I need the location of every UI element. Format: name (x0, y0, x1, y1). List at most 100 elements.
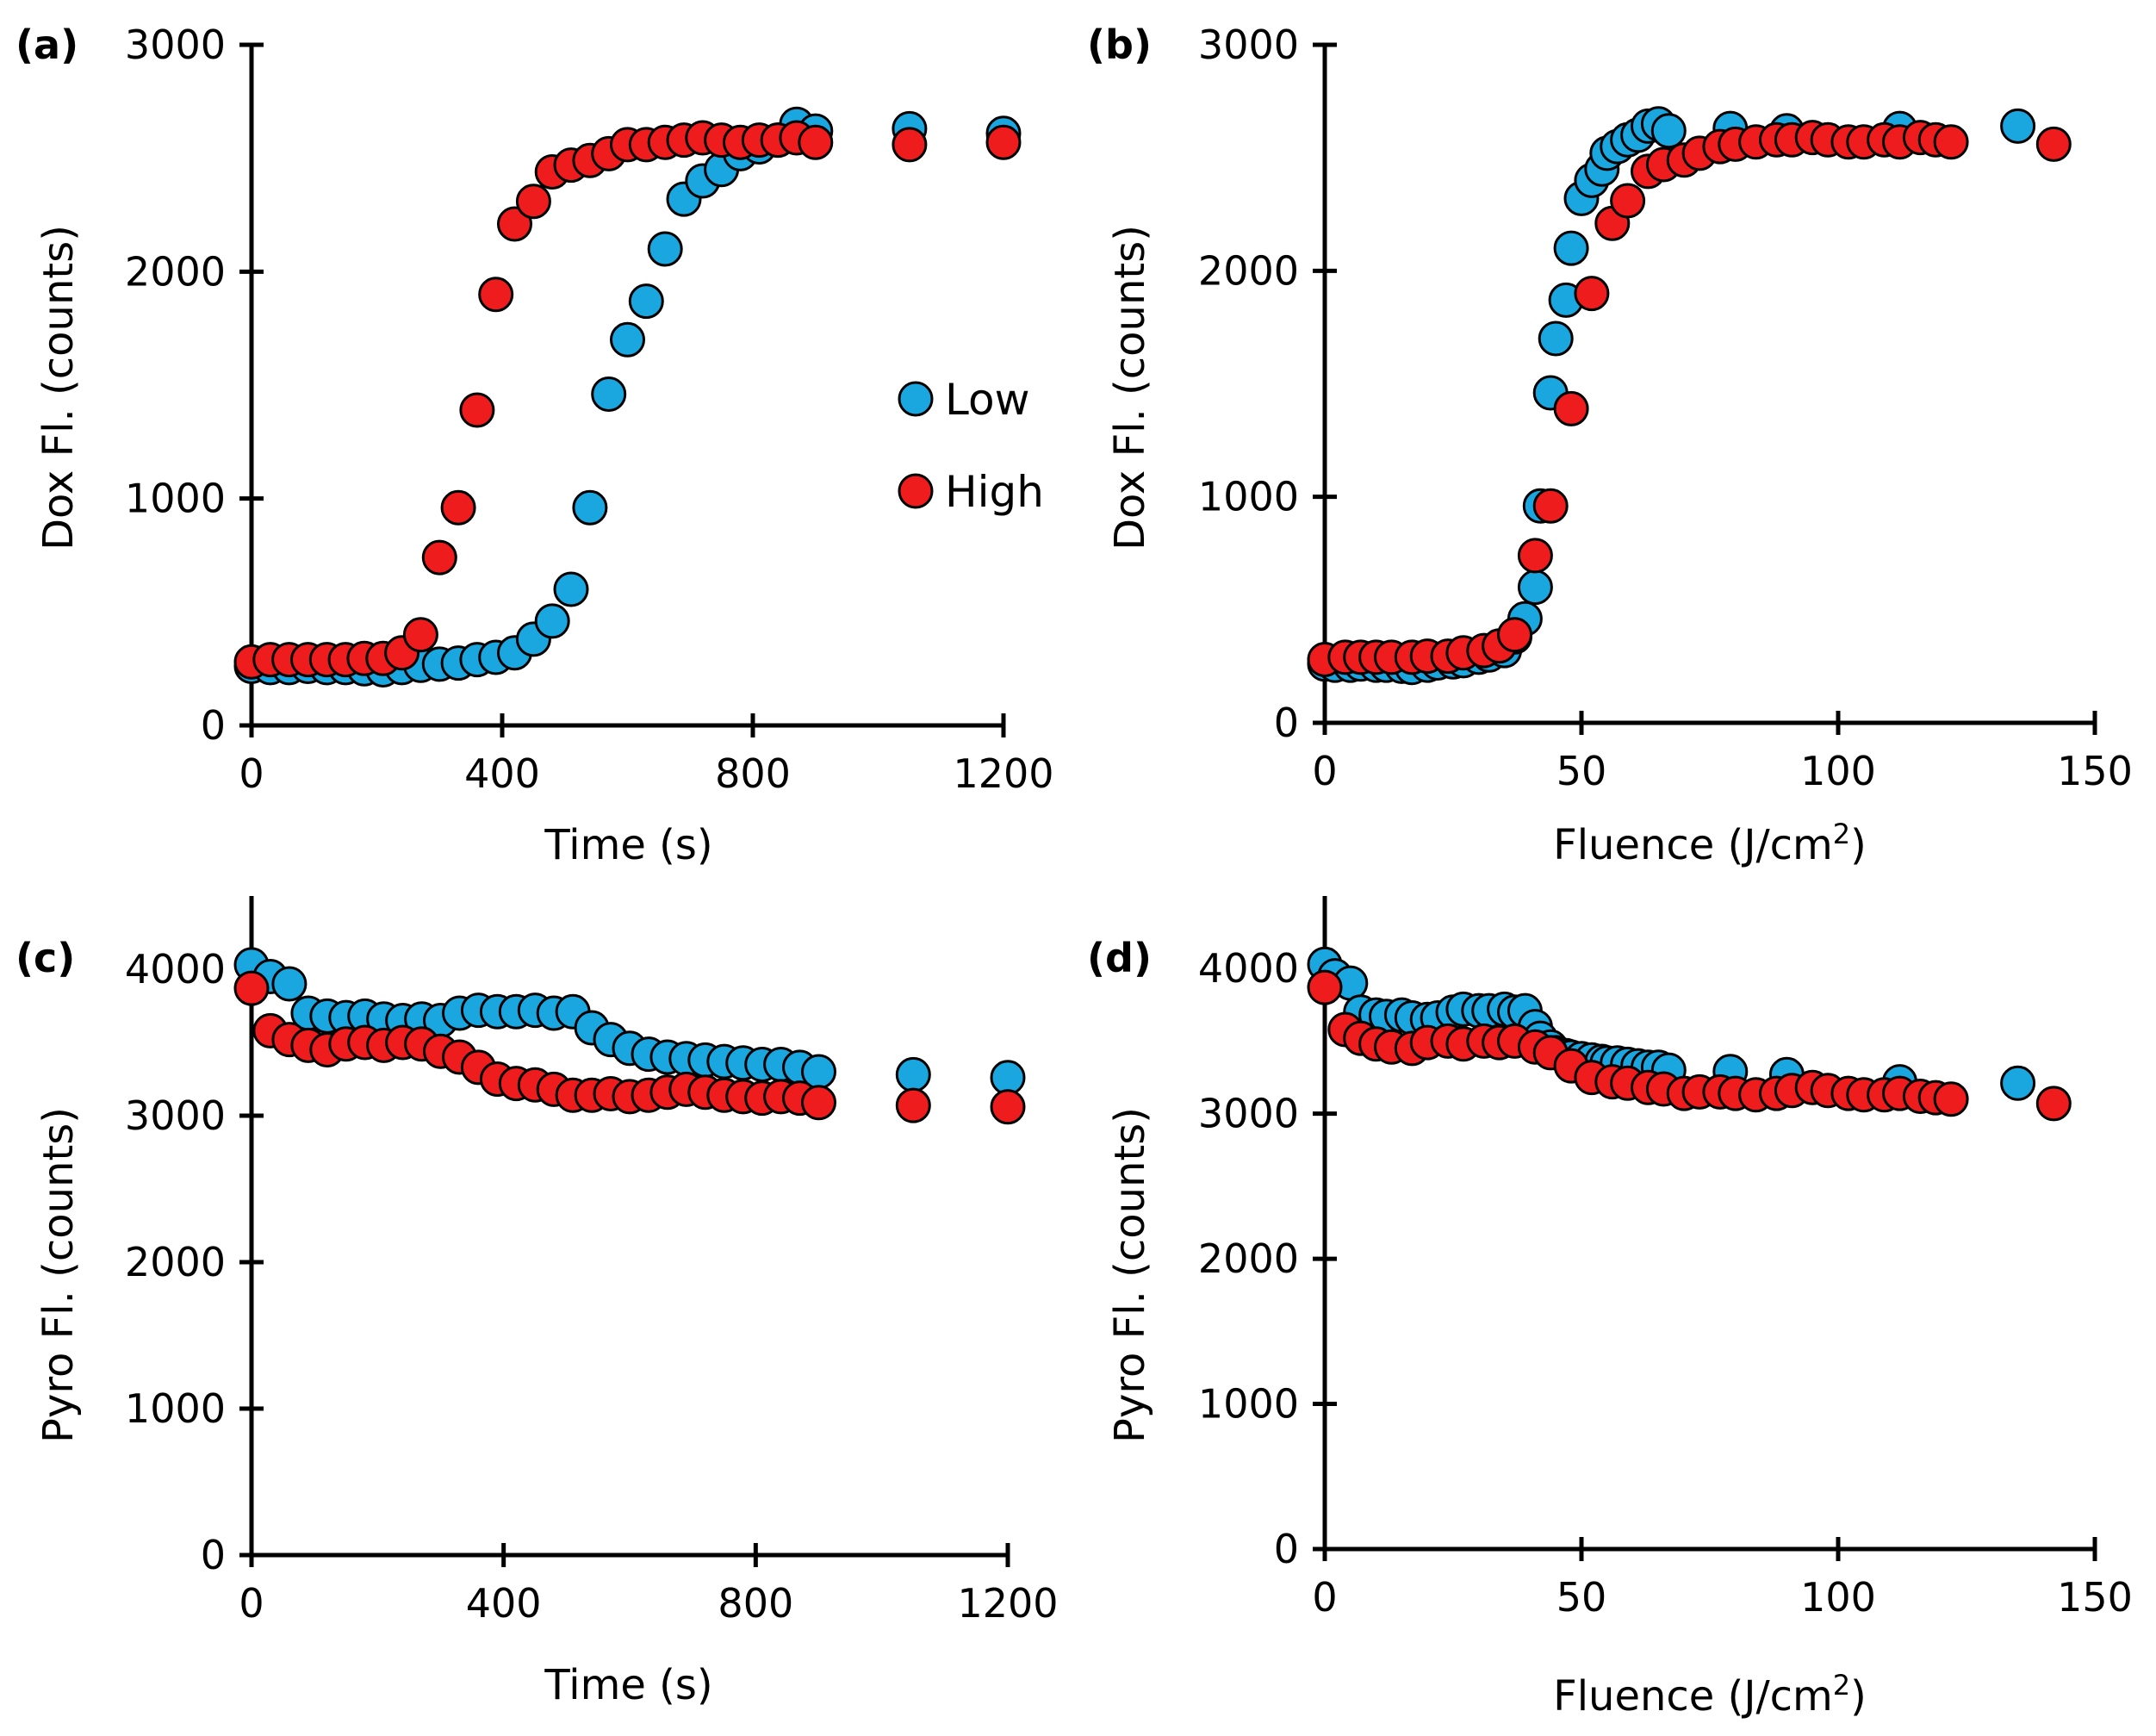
data-point-low (2000, 108, 2036, 144)
x-tick-label: 800 (718, 1580, 793, 1627)
panel-b-xlabel-sup: 2 (1833, 818, 1850, 850)
data-point-low (1553, 230, 1589, 266)
panel-a-ylabel: Dox Fl. (counts) (34, 225, 83, 551)
x-tick-label: 0 (239, 1580, 264, 1627)
x-tick-label: 150 (2057, 1574, 2133, 1621)
y-tick-label: 3000 (1198, 1091, 1299, 1137)
data-point-high (459, 392, 495, 428)
data-point-high (892, 127, 928, 163)
data-point-high (2035, 126, 2072, 162)
panel-label-b: (b) (1087, 22, 1152, 68)
data-point-low (553, 571, 589, 607)
legend: Low High (898, 375, 1044, 517)
data-point-high (1497, 617, 1532, 653)
panel-label-a: (a) (16, 22, 78, 68)
legend-high-marker (898, 473, 934, 509)
data-point-low (572, 489, 608, 526)
data-point-high (440, 489, 476, 526)
x-tick-label: 150 (2057, 748, 2133, 794)
panel-b-axes: 0 1000 2000 3000 0 50 100 150 (1198, 22, 2133, 794)
y-tick-label: 1000 (1198, 1381, 1299, 1428)
data-point-high (1574, 276, 1610, 312)
x-tick-label: 0 (1312, 1574, 1337, 1621)
panel-a-marks (233, 106, 1022, 688)
y-tick-label: 3000 (125, 22, 226, 68)
data-point-low (647, 231, 683, 267)
panel-d-xlabel-end: ) (1850, 1672, 1867, 1720)
y-tick-label: 2000 (1198, 1235, 1299, 1282)
x-tick-label: 0 (239, 750, 264, 797)
legend-low-label: Low (945, 375, 1029, 425)
panel-c-marks (233, 947, 1026, 1125)
panel-b-xlabel: Fluence (J/cm2) (1553, 818, 1867, 869)
panel-label-c: (c) (16, 935, 75, 981)
y-tick-label: 0 (201, 1532, 226, 1578)
data-point-low (895, 1056, 931, 1092)
panel-a: (a) 0 1000 2000 3000 0 400 800 1200 Time (s) Do… (16, 22, 1054, 869)
panel-d-xlabel-sup: 2 (1833, 1669, 1850, 1702)
y-tick-label: 0 (201, 702, 226, 749)
panel-d-xlabel: Fluence (J/cm2) (1553, 1669, 1867, 1720)
data-point-high (497, 206, 532, 242)
data-point-high (233, 970, 270, 1006)
data-point-low (628, 283, 664, 320)
data-point-low (610, 321, 645, 358)
data-point-high (1532, 488, 1569, 524)
data-point-high (402, 617, 438, 653)
data-point-high (1307, 969, 1343, 1005)
data-point-low (591, 376, 627, 412)
panel-c: (c) 0 1000 2000 3000 4000 0 400 800 1200 Time (s… (16, 896, 1059, 1709)
panel-b-xlabel-main: Fluence (J/cm (1553, 821, 1833, 869)
data-point-high (421, 539, 457, 576)
panel-d-ylabel: Pyro Fl. (counts) (1106, 1107, 1154, 1443)
y-tick-label: 2000 (125, 1239, 226, 1285)
y-tick-label: 2000 (125, 248, 226, 295)
legend-low-marker (898, 381, 934, 417)
x-tick-label: 800 (715, 750, 791, 797)
y-tick-label: 1000 (1198, 474, 1299, 520)
data-point-high (895, 1087, 931, 1123)
x-tick-label: 0 (1312, 748, 1337, 794)
panel-c-xlabel: Time (s) (544, 1661, 712, 1709)
x-tick-label: 50 (1556, 1574, 1607, 1621)
data-point-high (798, 124, 834, 160)
x-tick-label: 1200 (953, 750, 1053, 797)
panel-b: (b) 0 1000 2000 3000 0 50 100 150 Fluence (J/cm… (1087, 22, 2133, 869)
data-point-low (2000, 1065, 2036, 1101)
x-tick-label: 1200 (957, 1580, 1058, 1627)
y-tick-label: 4000 (1198, 945, 1299, 992)
data-point-low (1650, 113, 1687, 149)
panel-a-axes: 0 1000 2000 3000 0 400 800 1200 (125, 22, 1054, 797)
panel-c-axes: 0 1000 2000 3000 4000 0 400 800 1200 (125, 896, 1059, 1627)
x-tick-label: 100 (1800, 1574, 1876, 1621)
y-tick-label: 1000 (125, 476, 226, 522)
y-tick-label: 3000 (1198, 22, 1299, 68)
panel-d-axes: 0 1000 2000 3000 4000 0 50 100 150 (1198, 896, 2133, 1621)
x-tick-label: 400 (466, 1580, 542, 1627)
panel-d-marks (1307, 946, 2072, 1122)
data-point-high (1553, 390, 1589, 426)
y-tick-label: 4000 (125, 946, 226, 992)
data-point-high (515, 184, 551, 220)
panel-a-xlabel: Time (s) (544, 821, 712, 869)
data-point-high (1610, 183, 1646, 219)
data-point-high (985, 124, 1022, 160)
panel-label-d: (d) (1087, 935, 1152, 981)
y-tick-label: 3000 (125, 1092, 226, 1139)
y-tick-label: 0 (1274, 700, 1299, 746)
x-tick-label: 50 (1556, 748, 1607, 794)
panel-c-ylabel: Pyro Fl. (counts) (34, 1107, 83, 1443)
data-point-high (1517, 538, 1553, 574)
data-point-low (534, 603, 570, 639)
y-tick-label: 1000 (125, 1385, 226, 1432)
data-point-high (1933, 1081, 1969, 1117)
y-tick-label: 0 (1274, 1526, 1299, 1572)
x-tick-label: 100 (1800, 748, 1876, 794)
data-point-high (2035, 1086, 2072, 1122)
panel-d: (d) 0 1000 2000 3000 4000 0 50 100 150 Fluence (… (1087, 896, 2133, 1720)
panel-b-xlabel-end: ) (1850, 821, 1867, 869)
data-point-low (1538, 320, 1574, 357)
panel-d-xlabel-main: Fluence (J/cm (1553, 1672, 1833, 1720)
x-tick-label: 400 (464, 750, 540, 797)
